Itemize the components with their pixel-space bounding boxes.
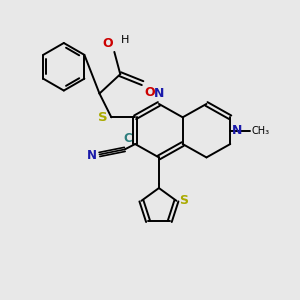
Text: O: O [102, 38, 113, 50]
Text: N: N [86, 149, 97, 162]
Text: C: C [123, 132, 132, 145]
Text: S: S [98, 111, 108, 124]
Text: S: S [179, 194, 188, 207]
Text: CH₃: CH₃ [251, 126, 269, 136]
Text: H: H [121, 35, 129, 45]
Text: O: O [144, 86, 155, 99]
Text: N: N [154, 87, 164, 100]
Text: N: N [232, 124, 242, 137]
